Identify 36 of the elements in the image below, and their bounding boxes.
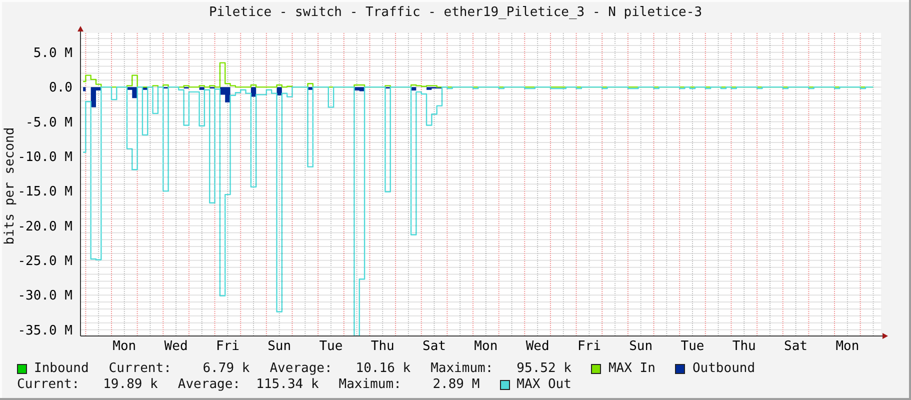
chart-title: Piletice - switch - Traffic - ether19_Piletice_3 - N piletice-3	[208, 5, 704, 21]
x-tick-label: Sun	[629, 339, 653, 354]
x-tick-label: Thu	[370, 339, 394, 354]
x-tick-label: Mon	[836, 339, 860, 354]
x-tick-label: Tue	[680, 339, 704, 354]
x-tick-label: Tue	[319, 339, 343, 354]
y-axis-title: bits per second	[2, 126, 18, 244]
text: Current: 6.79 k	[108, 361, 250, 377]
y-tick-label: -20.0 M	[18, 219, 73, 234]
y-tick-label: 0.0	[49, 80, 72, 96]
y-tick-label: -5.0 M	[26, 115, 73, 130]
text: Maximum: 95.52 k	[430, 361, 572, 377]
x-tick-label: Thu	[732, 339, 756, 354]
text: Current: 19.89 k	[17, 377, 158, 393]
legend-label: Outbound	[692, 361, 756, 377]
text: Average: 10.16 k	[270, 361, 411, 377]
y-tick-label: -30.0 M	[18, 288, 73, 304]
x-tick-label: Wed	[526, 339, 550, 354]
legend-label: MAX In	[608, 361, 656, 377]
x-tick-label: Fri	[577, 339, 601, 354]
x-tick-label: Sat	[784, 339, 808, 354]
x-tick-label: Wed	[164, 339, 188, 354]
x-tick-label: Sat	[422, 339, 446, 354]
legend-label: Inbound	[34, 361, 89, 377]
y-tick-label: -15.0 M	[18, 184, 73, 200]
y-tick-label: -25.0 M	[18, 254, 73, 270]
y-tick-label: -10.0 M	[18, 150, 73, 166]
text: Average: 115.34 k	[178, 377, 319, 393]
text: Maximum: 2.89 M	[338, 377, 480, 393]
y-tick-label: -35.0 M	[18, 323, 73, 338]
x-tick-label: Fri	[216, 339, 240, 354]
legend-label: MAX Out	[516, 377, 572, 393]
x-tick-label: Sun	[268, 339, 292, 354]
x-tick-label: Mon	[474, 339, 498, 354]
x-tick-label: Mon	[112, 339, 136, 354]
y-tick-label: 5.0 M	[33, 46, 73, 62]
